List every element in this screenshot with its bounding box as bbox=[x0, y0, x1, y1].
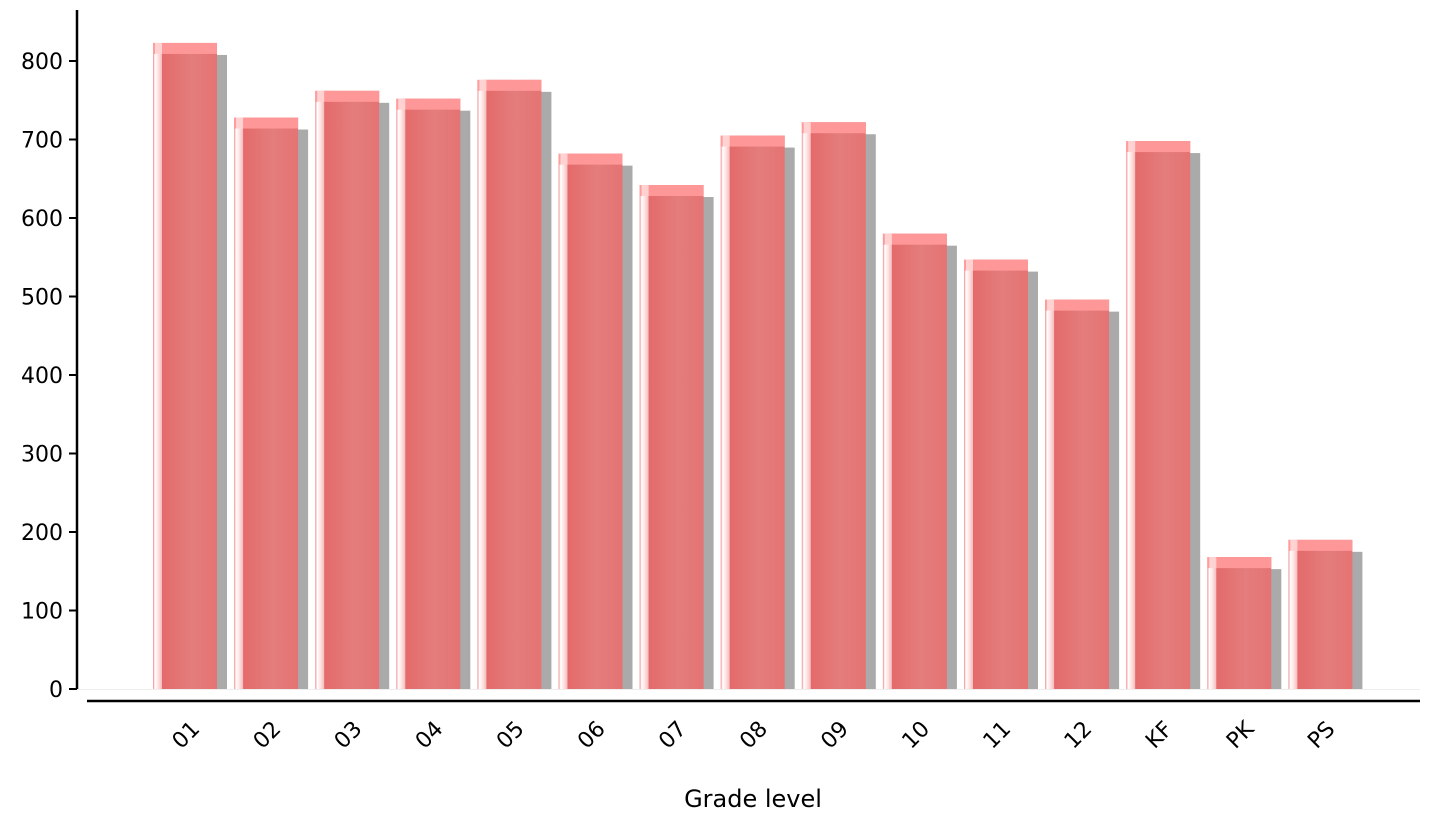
bars-group bbox=[153, 42, 1363, 690]
bar-05 bbox=[477, 79, 542, 690]
x-tick-label-05: 05 bbox=[492, 717, 529, 754]
bar-top-01 bbox=[153, 42, 217, 54]
x-tick-label-PK: PK bbox=[1222, 716, 1260, 754]
bar-top-06 bbox=[558, 153, 623, 165]
bar-highlight-PK bbox=[1209, 557, 1217, 689]
bar-highlight-06 bbox=[560, 153, 568, 689]
x-tick-label-01: 01 bbox=[168, 717, 205, 754]
bar-top-PK bbox=[1207, 557, 1272, 569]
bar-03 bbox=[315, 90, 380, 689]
y-tick-label: 200 bbox=[21, 521, 63, 546]
bar-highlight-02 bbox=[236, 117, 244, 689]
bar-KF bbox=[1126, 141, 1191, 689]
x-tick-label-12: 12 bbox=[1060, 717, 1097, 754]
bar-highlight-01 bbox=[155, 42, 162, 689]
bar-highlight-10 bbox=[884, 233, 892, 689]
x-axis: 01 02 03 04 05 06 07 08 09 10 11 12 KF PK PS bbox=[77, 689, 1420, 754]
bar-07 bbox=[639, 185, 704, 689]
y-tick-label: 0 bbox=[49, 678, 63, 703]
bar-top-11 bbox=[964, 259, 1028, 271]
y-tick-label: 500 bbox=[21, 286, 63, 311]
bar-PK bbox=[1207, 557, 1272, 689]
bar-top-08 bbox=[720, 135, 785, 147]
y-tick-label: 600 bbox=[21, 207, 63, 232]
x-tick-label-03: 03 bbox=[330, 717, 367, 754]
x-axis-title: Grade level bbox=[684, 785, 822, 813]
bar-top-02 bbox=[234, 117, 299, 129]
bar-highlight-KF bbox=[1128, 141, 1136, 689]
bar-09 bbox=[801, 122, 866, 690]
y-tick-label: 100 bbox=[21, 600, 63, 625]
bar-highlight-12 bbox=[1047, 299, 1055, 689]
bar-PS bbox=[1288, 539, 1353, 689]
bar-highlight-05 bbox=[479, 79, 487, 690]
bar-08 bbox=[720, 135, 785, 689]
x-tick-label-02: 02 bbox=[249, 717, 286, 754]
bar-10 bbox=[882, 233, 947, 689]
bar-highlight-04 bbox=[398, 98, 406, 690]
x-tick-label-07: 07 bbox=[654, 717, 691, 754]
y-tick-label: 400 bbox=[21, 364, 63, 389]
bar-12 bbox=[1045, 299, 1110, 689]
y-tick-label: 700 bbox=[21, 129, 63, 154]
bar-01 bbox=[153, 42, 217, 689]
bar-top-03 bbox=[315, 90, 380, 102]
bar-top-09 bbox=[801, 122, 866, 134]
y-tick-label: 300 bbox=[21, 443, 63, 468]
bar-top-PS bbox=[1288, 539, 1353, 551]
bar-11 bbox=[964, 259, 1028, 689]
bar-top-12 bbox=[1045, 299, 1110, 311]
bar-top-KF bbox=[1126, 141, 1191, 153]
bar-02 bbox=[234, 117, 299, 689]
bar-top-05 bbox=[477, 79, 542, 91]
x-tick-label-06: 06 bbox=[573, 717, 610, 754]
x-tick-label-11: 11 bbox=[979, 717, 1016, 754]
bar-top-07 bbox=[639, 185, 704, 197]
bar-top-10 bbox=[882, 233, 947, 245]
y-tick-label: 800 bbox=[21, 50, 63, 75]
x-tick-label-KF: KF bbox=[1141, 717, 1178, 754]
x-tick-label-04: 04 bbox=[411, 717, 448, 754]
bar-highlight-09 bbox=[803, 122, 811, 690]
bar-06 bbox=[558, 153, 623, 689]
x-tick-label-PS: PS bbox=[1303, 717, 1340, 754]
x-tick-label-09: 09 bbox=[816, 717, 853, 754]
bar-top-04 bbox=[396, 98, 461, 110]
bar-highlight-03 bbox=[317, 90, 325, 689]
bar-highlight-08 bbox=[722, 135, 730, 689]
bar-04 bbox=[396, 98, 461, 690]
bar-highlight-11 bbox=[966, 259, 973, 689]
bar-highlight-PS bbox=[1290, 539, 1298, 689]
x-tick-label-08: 08 bbox=[735, 717, 772, 754]
y-axis: 0 100 200 300 400 500 600 700 800 bbox=[21, 10, 79, 703]
bar-highlight-07 bbox=[641, 185, 649, 689]
x-tick-label-10: 10 bbox=[898, 717, 935, 754]
